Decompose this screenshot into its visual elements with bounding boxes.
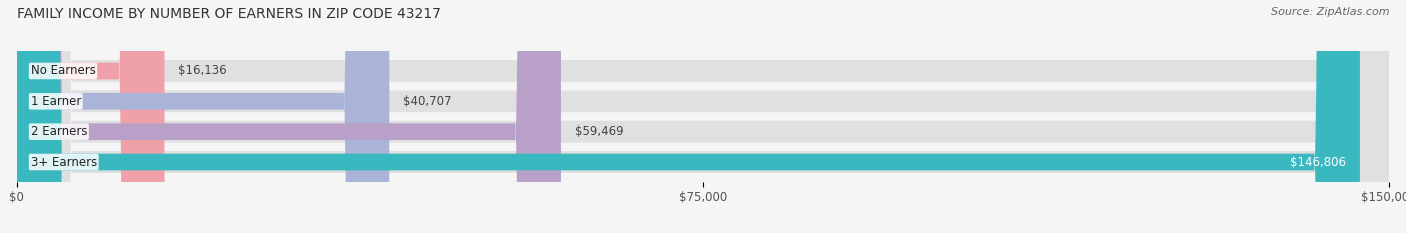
Text: 3+ Earners: 3+ Earners: [31, 155, 97, 168]
FancyBboxPatch shape: [17, 0, 1360, 233]
Text: 2 Earners: 2 Earners: [31, 125, 87, 138]
FancyBboxPatch shape: [17, 0, 1389, 233]
FancyBboxPatch shape: [17, 0, 1389, 233]
Text: FAMILY INCOME BY NUMBER OF EARNERS IN ZIP CODE 43217: FAMILY INCOME BY NUMBER OF EARNERS IN ZI…: [17, 7, 440, 21]
FancyBboxPatch shape: [17, 0, 561, 233]
Text: Source: ZipAtlas.com: Source: ZipAtlas.com: [1271, 7, 1389, 17]
Text: $146,806: $146,806: [1291, 155, 1346, 168]
Text: 1 Earner: 1 Earner: [31, 95, 82, 108]
Text: $40,707: $40,707: [404, 95, 451, 108]
FancyBboxPatch shape: [17, 0, 1389, 233]
Text: $59,469: $59,469: [575, 125, 623, 138]
FancyBboxPatch shape: [17, 0, 1389, 233]
Text: No Earners: No Earners: [31, 65, 96, 78]
FancyBboxPatch shape: [17, 0, 389, 233]
Text: $16,136: $16,136: [179, 65, 226, 78]
FancyBboxPatch shape: [17, 0, 165, 233]
